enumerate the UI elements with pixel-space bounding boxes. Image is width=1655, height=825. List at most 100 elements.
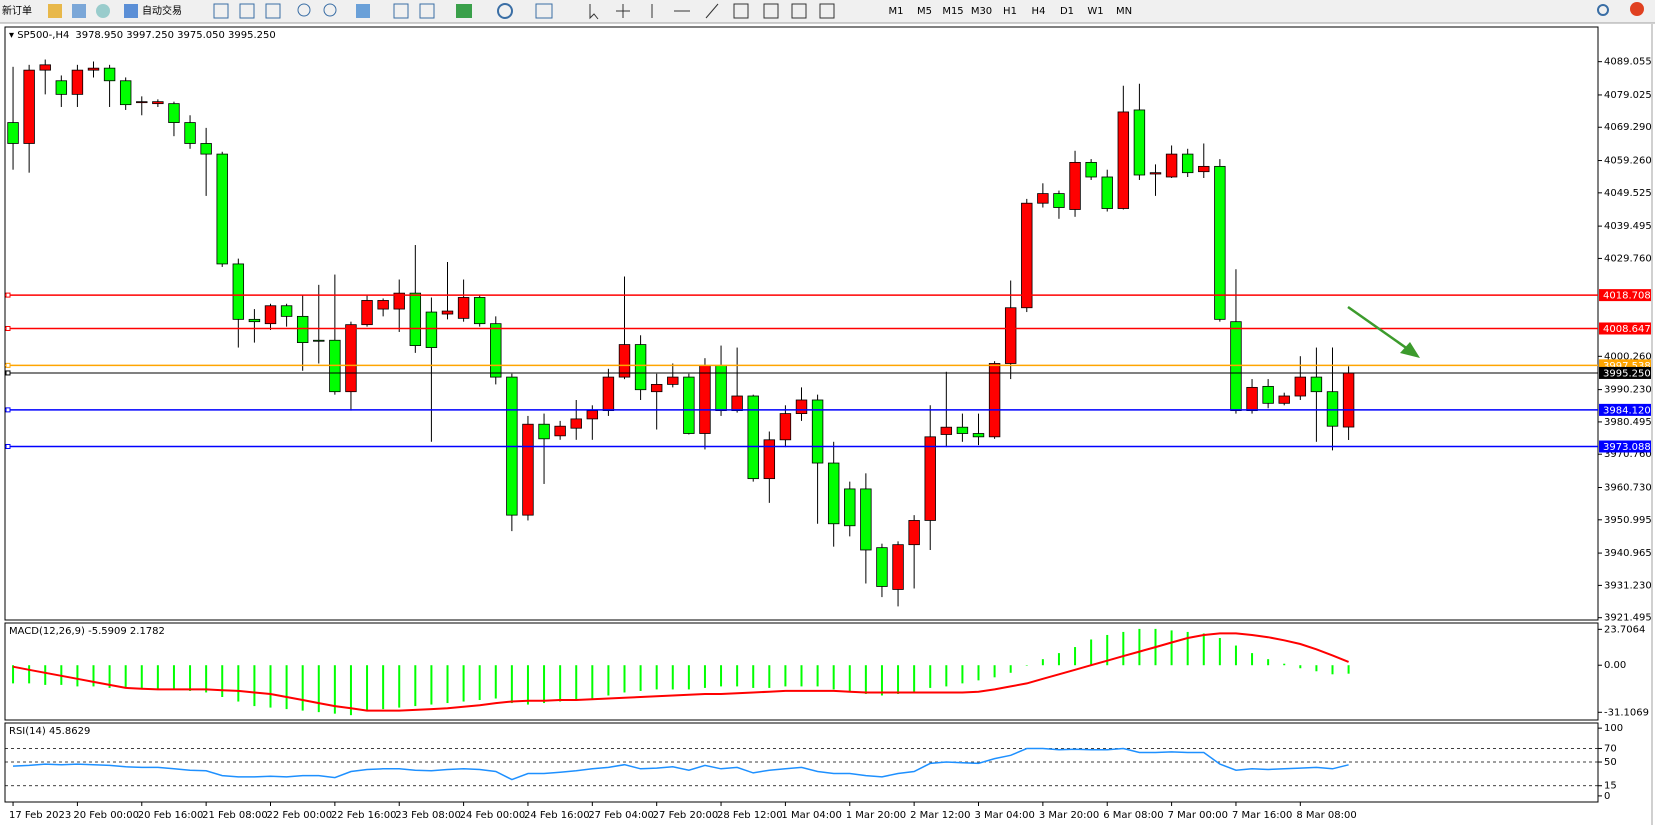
level-label: 4018.708: [1603, 291, 1651, 302]
macd-bar: [832, 665, 835, 690]
candle-body: [667, 376, 679, 385]
toolbar: [0, 0, 1655, 23]
level-tag: [1599, 366, 1651, 379]
timeframe-button[interactable]: W1: [1087, 6, 1103, 17]
candle-body: [168, 103, 180, 123]
candle-body: [586, 410, 599, 420]
candle-body: [1021, 202, 1033, 309]
timeframe-button[interactable]: H1: [1003, 6, 1017, 17]
macd-bar: [800, 665, 803, 687]
macd-bar: [1331, 665, 1334, 675]
candle-body: [1342, 372, 1355, 428]
macd-bar: [205, 665, 208, 693]
level-label: 3973.088: [1603, 442, 1651, 453]
x-tick-label: 3 Mar 20:00: [1039, 810, 1099, 821]
icon[interactable]: [589, 4, 599, 20]
candle-body: [1246, 386, 1258, 412]
search-icon[interactable]: [1597, 4, 1609, 16]
icon[interactable]: [419, 3, 435, 19]
macd-bar: [189, 665, 192, 691]
icon[interactable]: [456, 4, 472, 18]
candle-body: [441, 310, 454, 315]
candle-body: [313, 339, 325, 342]
candle-body: [71, 69, 84, 95]
candle-body: [345, 324, 357, 393]
level-tag: [1599, 322, 1651, 335]
notification-icon[interactable]: [1630, 2, 1644, 16]
macd-bar: [671, 665, 674, 690]
icon[interactable]: [48, 4, 62, 18]
icon[interactable]: [265, 3, 281, 19]
x-tick-label: 22 Feb 16:00: [331, 810, 397, 821]
timeframe-button[interactable]: M30: [971, 6, 992, 17]
y-tick-label: 3931.230: [1604, 580, 1652, 591]
toolbar-icons: [48, 2, 1644, 20]
macd-bar: [897, 665, 900, 694]
candle-body: [699, 365, 711, 434]
signal-line: [12, 632, 1349, 712]
icon[interactable]: [213, 3, 229, 19]
icon[interactable]: [96, 4, 110, 18]
candle-body: [23, 69, 35, 144]
timeframe-button[interactable]: M5: [917, 6, 932, 17]
candle-body: [490, 323, 502, 378]
candle-body: [264, 305, 277, 325]
macd-bar: [172, 665, 175, 690]
candle-body: [795, 399, 808, 414]
pane-title: RSI(14) 45.8629: [9, 726, 90, 737]
timeframe-button[interactable]: MN: [1116, 6, 1132, 17]
candle-body: [538, 423, 550, 440]
candle-body: [296, 315, 309, 343]
macd-bar: [1106, 634, 1109, 666]
icon[interactable]: [124, 4, 138, 18]
macd-bar: [993, 665, 996, 678]
level-label: 3984.120: [1603, 405, 1651, 416]
timeframe-button[interactable]: M15: [942, 6, 963, 17]
icon[interactable]: [535, 3, 553, 19]
macd-bar: [12, 665, 15, 684]
icon[interactable]: [705, 3, 719, 19]
toolbar-button[interactable]: 自动交易: [142, 4, 182, 17]
candle-body: [747, 395, 759, 480]
macd-bar: [494, 665, 497, 699]
icon[interactable]: [393, 3, 409, 19]
macd-bar: [285, 665, 288, 710]
macd-bar: [414, 665, 417, 707]
candle-body: [924, 436, 936, 521]
x-tick-label: 20 Feb 16:00: [138, 810, 204, 821]
timeframe-button[interactable]: D1: [1060, 6, 1074, 17]
x-tick-label: 22 Feb 00:00: [267, 810, 333, 821]
icon[interactable]: [763, 3, 779, 19]
icon[interactable]: [791, 3, 807, 19]
level-label: 3997.538: [1603, 361, 1651, 372]
macd-bar: [108, 665, 111, 688]
icon[interactable]: [323, 3, 337, 17]
candle-body: [1069, 161, 1081, 210]
candle-body: [393, 292, 405, 310]
macd-bar: [92, 665, 95, 687]
macd-bar: [848, 665, 851, 693]
icon[interactable]: [356, 4, 370, 18]
icon[interactable]: [733, 3, 749, 19]
candle-body: [1262, 385, 1274, 404]
macd-bar: [768, 665, 771, 688]
icon[interactable]: [497, 3, 513, 19]
candle-body: [39, 64, 51, 71]
candle-body: [1230, 321, 1242, 412]
y-tick-label: 0: [1604, 791, 1610, 802]
pane-title: ▾ SP500-,H4 3978.950 3997.250 3975.050 39…: [9, 30, 276, 41]
level-tag: [1599, 440, 1651, 453]
candle-body: [1004, 307, 1017, 364]
icon[interactable]: [616, 4, 630, 18]
macd-bar: [1202, 633, 1205, 666]
toolbar-button[interactable]: 新订单: [2, 4, 32, 17]
timeframe-button[interactable]: M1: [889, 6, 904, 17]
icon[interactable]: [72, 4, 86, 18]
icon[interactable]: [819, 3, 835, 19]
icon[interactable]: [297, 3, 311, 17]
icon[interactable]: [239, 3, 255, 19]
y-tick-label: 3921.495: [1604, 613, 1652, 624]
timeframe-button[interactable]: H4: [1032, 6, 1046, 17]
x-tick-label: 27 Feb 20:00: [653, 810, 719, 821]
macd-bar: [1234, 645, 1237, 666]
